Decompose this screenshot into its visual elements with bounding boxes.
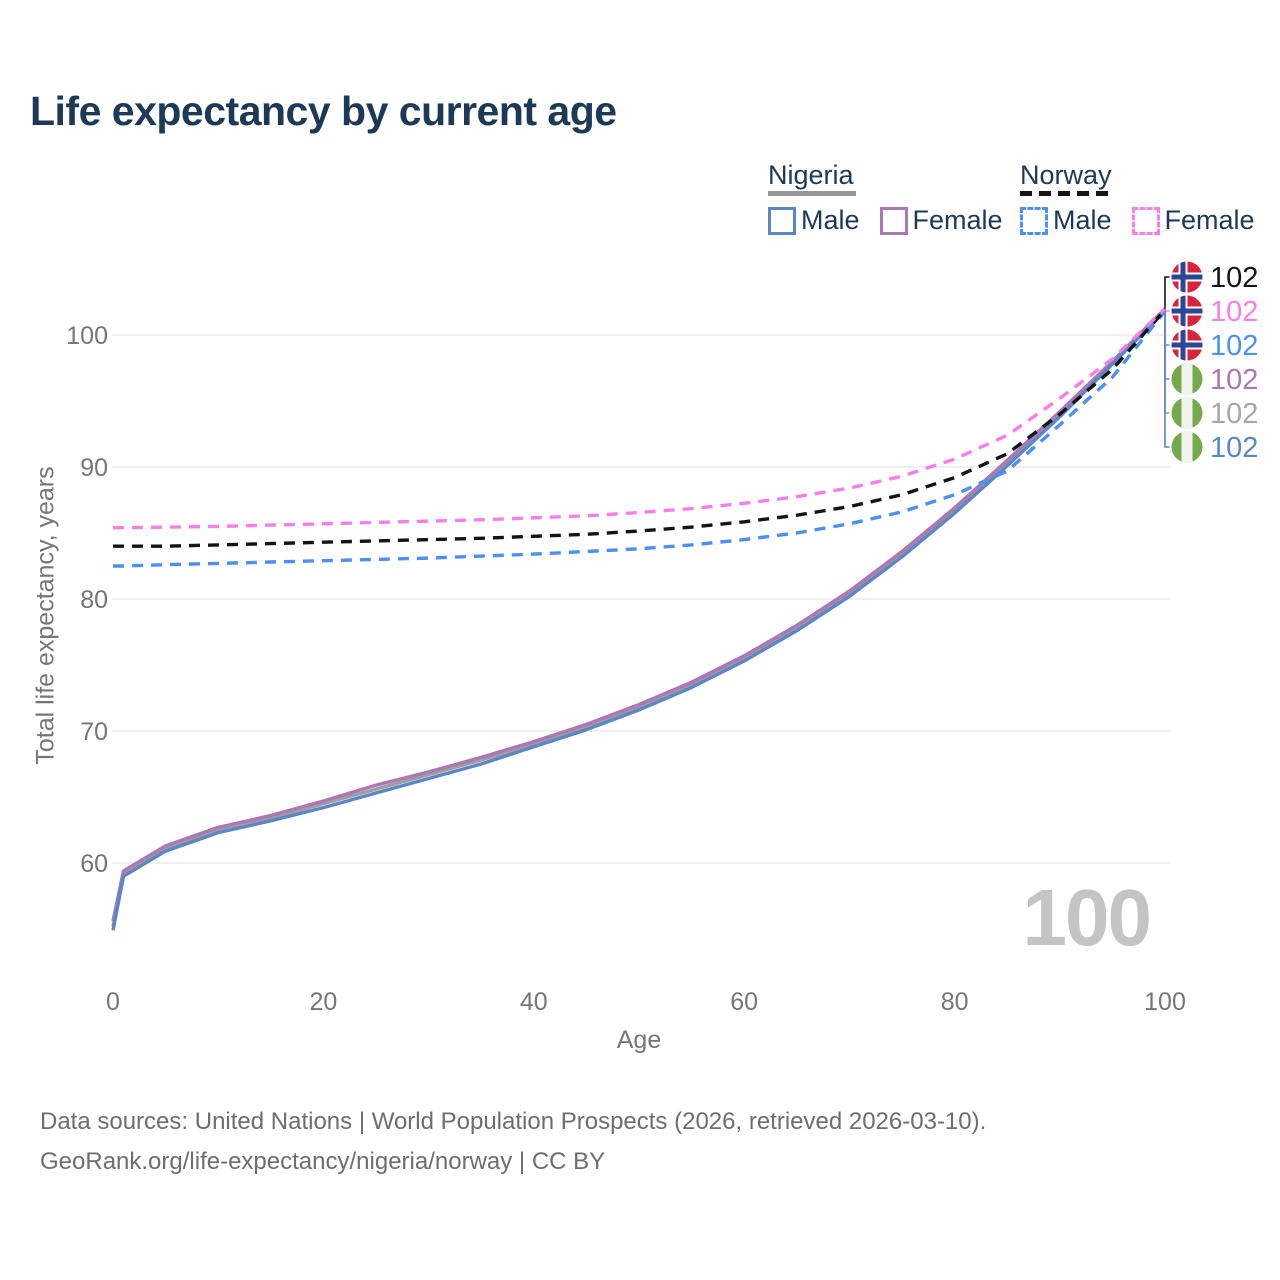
y-tick-label-60: 60 <box>80 850 108 878</box>
nigeria-flag-icon <box>1171 397 1203 429</box>
series-line-nigeria-total <box>111 308 1167 927</box>
legend-country-nigeria: Nigeria <box>768 160 854 190</box>
x-tick-label-100: 100 <box>1144 988 1186 1016</box>
x-tick-label-20: 20 <box>309 988 337 1016</box>
legend-label-nigeria-male: Male <box>801 205 860 235</box>
nigeria-solid-line-swatch <box>768 191 856 196</box>
end-value-label-nigeria-female: 102 <box>1210 364 1258 396</box>
series-line-norway-female <box>113 307 1167 530</box>
norway-flag-icon <box>1171 261 1203 293</box>
x-tick-label-80: 80 <box>941 988 969 1016</box>
current-age-counter: 100 <box>1022 873 1152 962</box>
x-tick-label-40: 40 <box>520 988 548 1016</box>
end-value-label-norway-total: 102 <box>1210 262 1258 294</box>
end-value-label-norway-male: 102 <box>1210 330 1258 362</box>
norway-flag-icon <box>1171 329 1203 361</box>
chart-title: Life expectancy by current age <box>30 88 617 134</box>
y-tick-label-100: 100 <box>66 322 108 350</box>
legend-label-norway-male: Male <box>1053 205 1112 235</box>
y-tick-label-70: 70 <box>80 718 108 746</box>
label-connector-norway-total <box>1164 276 1170 310</box>
nigeria-female-swatch-icon <box>879 206 908 235</box>
norway-female-swatch-icon <box>1131 206 1160 235</box>
legend-label-nigeria-female: Female <box>912 205 1003 235</box>
nigeria-flag-icon <box>1171 363 1203 395</box>
legend-group-norway: Norway Male Female <box>1020 160 1255 236</box>
legend-country-norway: Norway <box>1020 160 1112 190</box>
norway-dashed-line-swatch <box>1020 191 1112 196</box>
y-tick-label-80: 80 <box>80 586 108 614</box>
norway-male-swatch-icon <box>1020 206 1048 235</box>
legend-group-nigeria: Nigeria Male Female <box>768 160 1003 236</box>
series-line-norway-total <box>113 308 1167 548</box>
end-value-label-norway-female: 102 <box>1210 296 1258 328</box>
series-line-nigeria-male <box>111 310 1167 931</box>
nigeria-male-swatch-icon <box>768 206 796 235</box>
series-line-nigeria-female <box>111 307 1167 922</box>
end-value-label-nigeria-male: 102 <box>1210 432 1258 464</box>
x-tick-label-60: 60 <box>730 988 758 1016</box>
norway-flag-icon <box>1171 295 1203 327</box>
legend-label-norway-female: Female <box>1164 205 1255 235</box>
y-tick-label-90: 90 <box>80 454 108 482</box>
y-axis-title: Total life expectancy, years <box>31 466 60 765</box>
x-tick-label-0: 0 <box>106 988 120 1016</box>
data-sources-text: Data sources: United Nations | World Pop… <box>40 1108 987 1135</box>
series-line-norway-male <box>113 310 1167 568</box>
attribution-text: GeoRank.org/life-expectancy/nigeria/norw… <box>40 1148 606 1175</box>
label-connector-nigeria-male <box>1164 311 1170 448</box>
nigeria-flag-icon <box>1171 431 1203 463</box>
end-value-label-nigeria-total: 102 <box>1210 398 1258 430</box>
x-axis-title: Age <box>616 1026 662 1054</box>
